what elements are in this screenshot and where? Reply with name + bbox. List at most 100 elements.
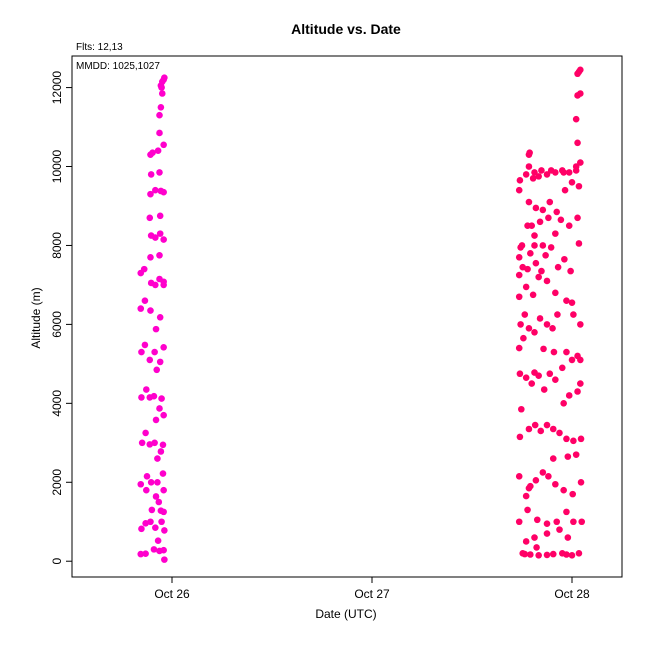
data-point	[543, 520, 551, 528]
chart-title: Altitude vs. Date	[291, 21, 401, 37]
data-point	[531, 328, 538, 336]
data-point	[147, 190, 154, 198]
data-point	[563, 508, 570, 516]
data-point	[146, 214, 154, 222]
data-point	[554, 311, 561, 318]
data-point	[156, 252, 163, 259]
y-tick-label: 2000	[50, 469, 64, 496]
data-point	[535, 551, 542, 559]
data-point	[570, 437, 577, 445]
data-point	[522, 374, 530, 381]
data-point	[154, 478, 161, 486]
data-point	[143, 486, 150, 494]
data-point	[531, 232, 538, 239]
data-point	[577, 478, 585, 486]
data-point	[563, 348, 570, 356]
data-point	[572, 451, 580, 458]
data-point	[161, 527, 168, 534]
data-point	[152, 186, 159, 194]
data-point	[515, 186, 523, 194]
data-point	[563, 551, 570, 558]
data-point	[546, 370, 554, 378]
x-axis-label: Date (UTC)	[315, 607, 376, 621]
data-point	[161, 74, 168, 82]
data-point	[549, 550, 557, 558]
data-point	[156, 129, 163, 137]
data-point	[543, 171, 551, 178]
data-point	[542, 252, 549, 259]
y-tick-label: 8000	[50, 232, 64, 259]
data-point	[540, 345, 547, 353]
data-point	[158, 395, 165, 402]
data-point	[552, 169, 559, 176]
data-point	[574, 352, 581, 360]
data-point	[552, 230, 559, 237]
data-point	[560, 169, 567, 176]
data-point	[160, 343, 167, 351]
data-point	[160, 188, 167, 196]
data-point	[545, 214, 552, 222]
data-point	[554, 263, 562, 271]
data-point	[528, 222, 536, 230]
data-point	[577, 90, 584, 97]
data-point	[160, 278, 167, 286]
data-point	[525, 425, 533, 433]
data-point	[549, 425, 557, 433]
data-point	[143, 473, 151, 480]
data-point	[577, 321, 584, 328]
y-axis-label: Altitude (m)	[29, 287, 43, 348]
data-point	[552, 376, 559, 383]
data-point	[156, 313, 164, 321]
data-point	[137, 480, 145, 488]
data-point	[148, 506, 156, 514]
data-point	[152, 234, 159, 241]
data-point	[528, 380, 536, 387]
data-point	[549, 325, 556, 332]
data-point	[152, 416, 160, 424]
data-point	[533, 544, 540, 551]
y-tick-label: 10000	[50, 150, 64, 184]
data-point	[553, 518, 561, 526]
data-point	[532, 476, 540, 484]
data-point	[152, 524, 159, 531]
data-point	[152, 281, 159, 289]
data-point	[561, 255, 568, 263]
flights-label: Flts: 12,13	[76, 42, 123, 53]
data-point	[535, 372, 542, 380]
data-point	[515, 473, 523, 480]
data-point	[151, 439, 158, 447]
data-point	[520, 334, 527, 342]
data-point	[143, 386, 150, 393]
y-tick-label: 6000	[50, 311, 64, 338]
data-point	[161, 556, 168, 563]
data-point	[519, 550, 526, 557]
data-point	[518, 242, 526, 249]
data-point	[575, 240, 583, 247]
data-point	[160, 486, 167, 494]
data-point	[525, 325, 533, 332]
data-point	[156, 405, 163, 412]
data-point	[568, 179, 576, 186]
data-point	[574, 139, 581, 147]
data-point	[138, 394, 145, 401]
data-point	[570, 518, 577, 526]
data-points	[137, 66, 586, 563]
data-point	[543, 421, 551, 429]
data-point	[577, 159, 584, 166]
data-point	[153, 366, 161, 374]
data-point	[526, 149, 533, 157]
data-point	[543, 551, 551, 559]
data-point	[556, 429, 563, 437]
data-point	[156, 358, 164, 366]
data-point	[577, 380, 584, 387]
data-point	[570, 311, 577, 318]
data-point	[531, 421, 539, 429]
data-point	[522, 171, 530, 178]
data-point	[564, 534, 572, 541]
data-point	[156, 169, 163, 176]
data-point	[529, 291, 537, 299]
data-point	[157, 448, 165, 455]
data-point	[569, 490, 576, 498]
data-point	[141, 341, 149, 349]
data-point	[149, 149, 156, 157]
